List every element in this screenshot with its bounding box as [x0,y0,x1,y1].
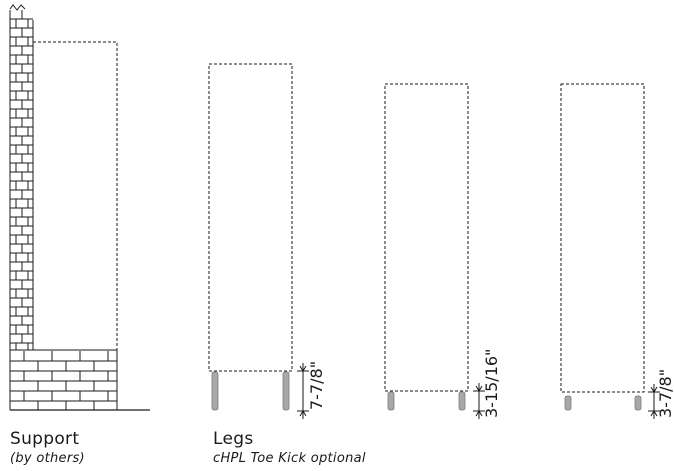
dimension-glides [648,384,660,419]
caption-support-title: Support [10,429,80,449]
cabinet-outline-levelers [384,83,469,392]
caption-support-subtitle: (by others) [10,451,85,466]
leg-left [211,371,219,411]
leveler-right [458,391,466,411]
dimension-label-levelers: 3-15/16" [482,349,501,418]
base-bricks [10,349,118,410]
dimension-label-glides: 3-7/8" [656,369,674,418]
dimension-label-legs: 7-7/8" [307,361,326,410]
cabinet-outline-glides [560,83,645,393]
cabinet-outline-support [32,41,118,351]
wall-broken-top [9,4,26,11]
leveler-left [387,391,395,411]
leg-right [282,371,290,411]
glide-left [564,395,572,411]
caption-legs-subtitle: cHPL Toe Kick optional [213,451,366,466]
glide-right [634,395,642,411]
brick-wall-support [9,4,150,411]
caption-legs-title: Legs [213,429,254,449]
dimension-levelers [473,383,485,419]
cabinet-outlines [32,41,645,393]
cabinet-legs [211,371,642,411]
cabinet-outline-legs [208,63,293,372]
dimension-legs [297,363,309,419]
